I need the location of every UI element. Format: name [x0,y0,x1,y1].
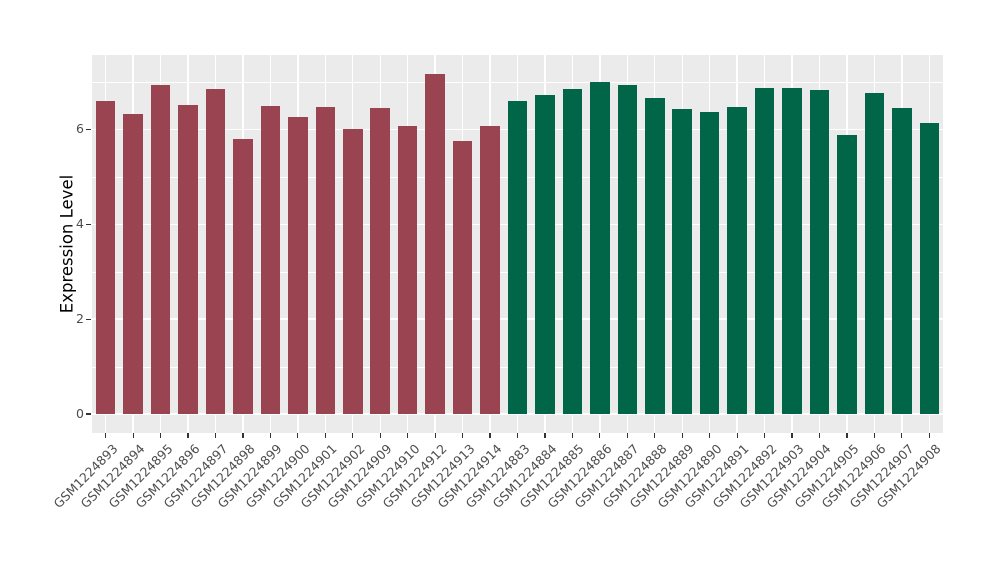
bar-GSM1224891 [727,106,747,414]
bar-GSM1224897 [205,88,226,414]
x-tick-mark-GSM1224910 [407,433,409,438]
bar-GSM1224895 [150,84,171,414]
bar-GSM1224901 [315,106,336,414]
bar-GSM1224899 [260,106,281,414]
y-tick-label-6: 6 [76,121,84,137]
bar-GSM1224914 [480,126,500,414]
bar-GSM1224910 [397,125,418,414]
y-tick-mark-0 [86,413,91,415]
x-tick-mark-GSM1224897 [214,433,217,438]
x-tick-mark-GSM1224898 [242,433,244,438]
x-tick-mark-GSM1224892 [763,433,766,438]
x-tick-mark-GSM1224907 [901,433,903,438]
x-tick-mark-GSM1224912 [434,433,436,438]
x-tick-mark-GSM1224884 [544,433,546,438]
y-tick-label-4: 4 [76,216,84,232]
bar-GSM1224886 [590,81,610,414]
bar-GSM1224909 [370,107,390,414]
y-tick-mark-2 [86,318,91,320]
x-tick-mark-GSM1224901 [324,433,326,438]
bar-GSM1224908 [919,123,940,414]
y-axis-title: Expression Level [57,174,77,314]
bar-GSM1224912 [425,73,445,414]
bar-GSM1224893 [95,100,116,414]
x-tick-mark-GSM1224903 [791,433,793,438]
bar-GSM1224903 [782,87,802,414]
x-tick-mark-GSM1224909 [379,433,381,438]
bar-GSM1224907 [892,107,912,414]
y-tick-mark-4 [86,223,91,225]
bar-GSM1224894 [123,114,143,414]
x-tick-mark-GSM1224889 [681,433,683,438]
x-tick-mark-GSM1224891 [736,433,738,438]
x-tick-mark-GSM1224883 [516,433,519,438]
bar-GSM1224898 [233,139,253,414]
bar-GSM1224887 [617,85,638,414]
bar-GSM1224892 [754,88,775,414]
bar-GSM1224904 [809,89,830,414]
x-tick-mark-GSM1224899 [269,433,272,438]
x-tick-mark-GSM1224894 [132,433,134,438]
x-tick-mark-GSM1224896 [187,433,189,438]
x-tick-mark-GSM1224908 [928,433,930,438]
bar-GSM1224900 [288,117,308,414]
x-tick-mark-GSM1224890 [709,433,711,438]
bar-GSM1224883 [507,100,528,414]
y-tick-label-0: 0 [76,406,84,421]
x-tick-mark-GSM1224905 [846,433,848,438]
x-tick-mark-GSM1224888 [654,433,656,438]
x-tick-mark-GSM1224904 [818,433,821,438]
x-tick-mark-GSM1224893 [105,433,107,438]
bar-GSM1224906 [864,93,885,414]
x-tick-mark-GSM1224885 [571,433,573,438]
y-tick-label-2: 2 [76,311,84,327]
bar-GSM1224913 [452,141,473,414]
bar-GSM1224884 [535,95,555,414]
bar-GSM1224888 [645,97,665,414]
x-tick-mark-GSM1224914 [489,433,491,438]
x-tick-mark-GSM1224913 [461,433,464,438]
y-tick-mark-6 [86,128,91,130]
bar-GSM1224885 [562,89,583,414]
bar-GSM1224905 [837,135,857,414]
x-tick-mark-GSM1224887 [626,433,628,438]
x-tick-mark-GSM1224900 [297,433,299,438]
plot-panel [92,55,943,433]
x-tick-mark-GSM1224895 [160,433,162,438]
bar-GSM1224889 [672,109,692,414]
bar-GSM1224896 [178,105,198,414]
bar-GSM1224890 [699,112,720,414]
bar-GSM1224902 [343,128,363,414]
x-tick-mark-GSM1224906 [873,433,875,438]
x-tick-mark-GSM1224902 [352,433,354,438]
x-tick-mark-GSM1224886 [599,433,601,438]
